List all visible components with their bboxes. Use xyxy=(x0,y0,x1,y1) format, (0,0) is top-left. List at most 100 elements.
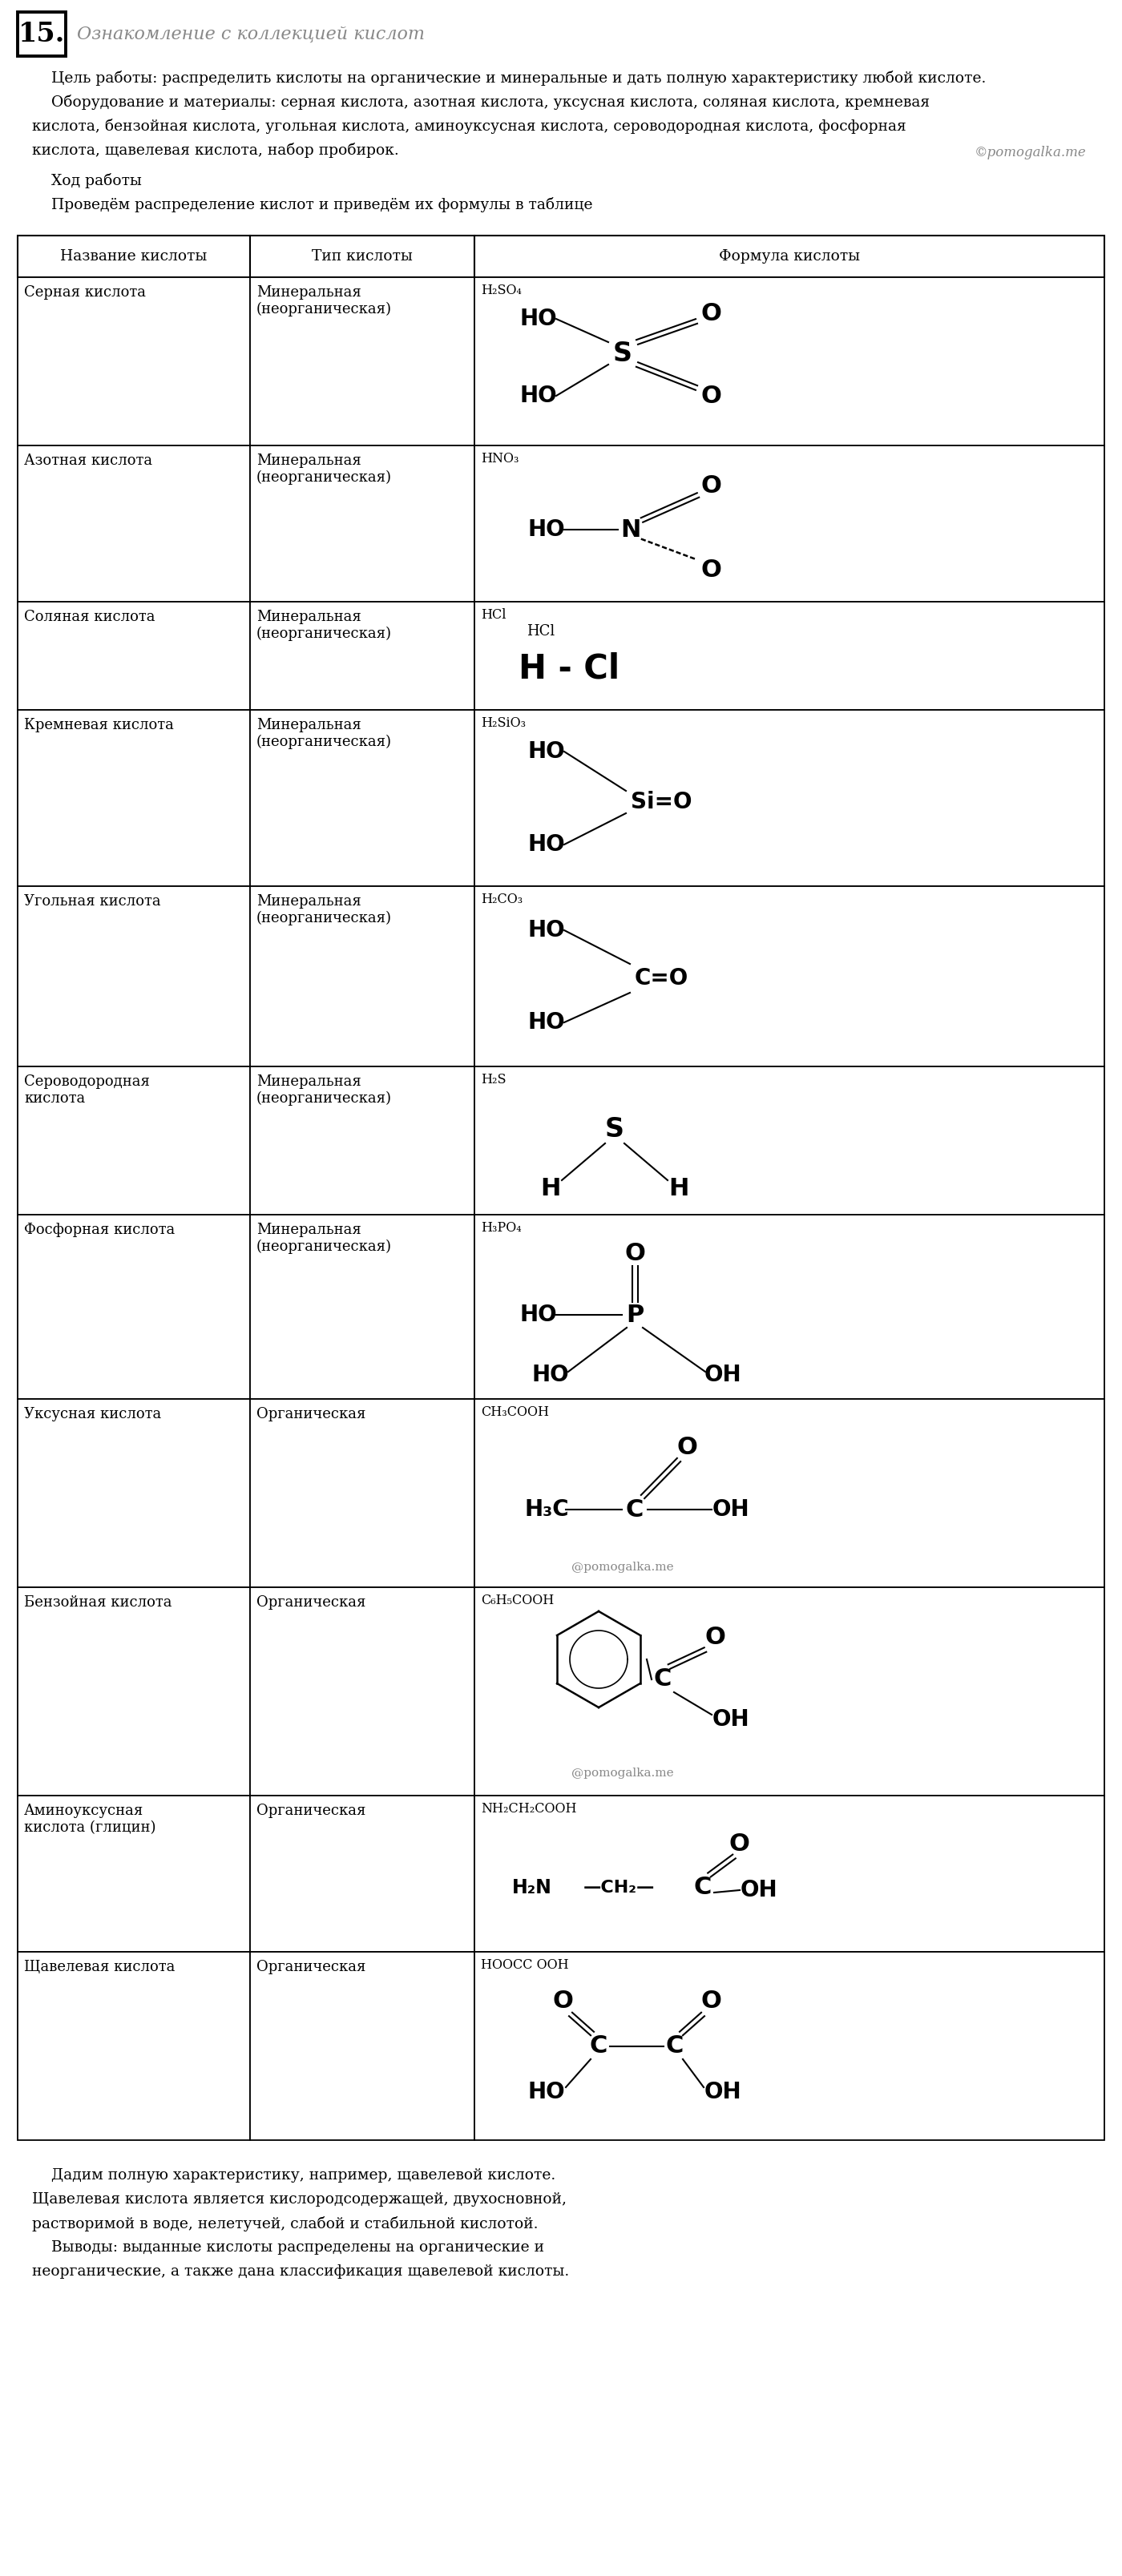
Text: HO: HO xyxy=(519,384,558,407)
Text: HO: HO xyxy=(527,1012,565,1033)
Bar xyxy=(475,1587,1104,1795)
Text: HO: HO xyxy=(527,920,565,940)
Text: Минеральная
(неорганическая): Минеральная (неорганическая) xyxy=(257,894,392,925)
Text: H₂SiO₃: H₂SiO₃ xyxy=(481,716,526,729)
Text: OH: OH xyxy=(741,1878,778,1901)
Text: N: N xyxy=(620,518,641,541)
Bar xyxy=(250,446,475,603)
Text: —CH₂—: —CH₂— xyxy=(583,1880,654,1896)
Text: O: O xyxy=(700,301,721,325)
Text: 15.: 15. xyxy=(18,21,65,46)
Text: Минеральная
(неорганическая): Минеральная (неорганическая) xyxy=(257,286,392,317)
Text: Проведём распределение кислот и приведём их формулы в таблице: Проведём распределение кислот и приведём… xyxy=(33,198,592,211)
Text: @pomogalka.me: @pomogalka.me xyxy=(571,1561,674,1574)
Text: H₂N: H₂N xyxy=(512,1878,552,1899)
Text: O: O xyxy=(700,1989,721,2012)
Text: C: C xyxy=(654,1667,672,1690)
Bar xyxy=(250,1399,475,1587)
Text: Выводы: выданные кислоты распределены на органические и: Выводы: выданные кислоты распределены на… xyxy=(33,2241,544,2254)
Text: HOOCC OOH: HOOCC OOH xyxy=(481,1958,569,1971)
Bar xyxy=(250,603,475,711)
Text: Фосфорная кислота: Фосфорная кислота xyxy=(24,1224,175,1236)
Text: HO: HO xyxy=(527,739,565,762)
Text: C₆H₅COOH: C₆H₅COOH xyxy=(481,1595,554,1607)
Text: Серная кислота: Серная кислота xyxy=(24,286,146,299)
Text: кислота, щавелевая кислота, набор пробирок.: кислота, щавелевая кислота, набор пробир… xyxy=(33,142,399,157)
Bar xyxy=(18,886,250,1066)
Bar xyxy=(250,278,475,446)
Text: OH: OH xyxy=(705,2081,742,2102)
Text: S: S xyxy=(605,1115,624,1141)
Text: @pomogalka.me: @pomogalka.me xyxy=(571,1767,674,1780)
Text: Угольная кислота: Угольная кислота xyxy=(24,894,160,909)
Text: O: O xyxy=(552,1989,573,2012)
Bar xyxy=(475,1953,1104,2141)
Bar xyxy=(475,1795,1104,1953)
Bar xyxy=(475,711,1104,886)
Text: CH₃COOH: CH₃COOH xyxy=(481,1406,549,1419)
Text: Щавелевая кислота является кислородсодержащей, двухосновной,: Щавелевая кислота является кислородсодер… xyxy=(33,2192,567,2208)
Text: OH: OH xyxy=(712,1708,749,1731)
Text: кислота, бензойная кислота, угольная кислота, аминоуксусная кислота, сероводород: кислота, бензойная кислота, угольная кис… xyxy=(33,118,907,134)
Bar xyxy=(18,603,250,711)
Bar xyxy=(250,1795,475,1953)
Bar xyxy=(475,234,1104,278)
Text: Название кислоты: Название кислоты xyxy=(61,250,208,263)
Text: HO: HO xyxy=(532,1363,569,1386)
Text: H₃C: H₃C xyxy=(524,1499,569,1520)
Text: Минеральная
(неорганическая): Минеральная (неорганическая) xyxy=(257,453,392,484)
Bar xyxy=(250,234,475,278)
Text: O: O xyxy=(624,1242,645,1265)
Bar xyxy=(475,1066,1104,1216)
Text: O: O xyxy=(728,1832,749,1855)
Text: Азотная кислота: Азотная кислота xyxy=(24,453,153,469)
Bar xyxy=(18,446,250,603)
Text: P: P xyxy=(626,1303,644,1327)
Text: HO: HO xyxy=(519,307,558,330)
Text: Ознакомление с коллекцией кислот: Ознакомление с коллекцией кислот xyxy=(77,26,425,44)
Text: HNO₃: HNO₃ xyxy=(481,451,518,466)
Text: Органическая: Органическая xyxy=(257,1406,366,1422)
Bar xyxy=(475,1216,1104,1399)
Bar xyxy=(250,1216,475,1399)
Text: Сероводородная
кислота: Сероводородная кислота xyxy=(24,1074,149,1105)
Bar xyxy=(18,711,250,886)
Bar xyxy=(18,1066,250,1216)
Text: H₂S: H₂S xyxy=(481,1072,506,1087)
Text: Кремневая кислота: Кремневая кислота xyxy=(24,719,174,732)
Bar xyxy=(18,1399,250,1587)
Text: O: O xyxy=(700,474,721,497)
Text: Органическая: Органическая xyxy=(257,1803,366,1819)
Text: C: C xyxy=(665,2035,683,2058)
Text: растворимой в воде, нелетучей, слабой и стабильной кислотой.: растворимой в воде, нелетучей, слабой и … xyxy=(33,2215,539,2231)
Text: O: O xyxy=(700,559,721,582)
Bar xyxy=(18,1216,250,1399)
Bar xyxy=(18,13,66,57)
Text: HO: HO xyxy=(527,832,565,855)
Bar xyxy=(18,278,250,446)
Text: S: S xyxy=(613,340,633,366)
Bar xyxy=(475,446,1104,603)
Text: Органическая: Органическая xyxy=(257,1595,366,1610)
Text: Формула кислоты: Формула кислоты xyxy=(719,250,859,263)
Text: Органическая: Органическая xyxy=(257,1960,366,1973)
Text: H₂SO₄: H₂SO₄ xyxy=(481,283,522,296)
Text: Минеральная
(неорганическая): Минеральная (неорганическая) xyxy=(257,1224,392,1255)
Text: Бензойная кислота: Бензойная кислота xyxy=(24,1595,172,1610)
Bar xyxy=(475,1399,1104,1587)
Text: Si=O: Si=O xyxy=(631,791,692,814)
Text: HO: HO xyxy=(527,518,565,541)
Bar xyxy=(250,1066,475,1216)
Text: OH: OH xyxy=(705,1363,742,1386)
Text: O: O xyxy=(700,384,721,407)
Bar xyxy=(18,234,250,278)
Text: Аминоуксусная
кислота (глицин): Аминоуксусная кислота (глицин) xyxy=(24,1803,156,1834)
Text: Минеральная
(неорганическая): Минеральная (неорганическая) xyxy=(257,1074,392,1105)
Text: Минеральная
(неорганическая): Минеральная (неорганическая) xyxy=(257,719,392,750)
Bar xyxy=(18,1795,250,1953)
Text: H₂CO₃: H₂CO₃ xyxy=(481,894,523,907)
Text: H - Cl: H - Cl xyxy=(518,652,619,685)
Bar xyxy=(250,1953,475,2141)
Bar xyxy=(18,1587,250,1795)
Text: C=O: C=O xyxy=(635,966,689,989)
